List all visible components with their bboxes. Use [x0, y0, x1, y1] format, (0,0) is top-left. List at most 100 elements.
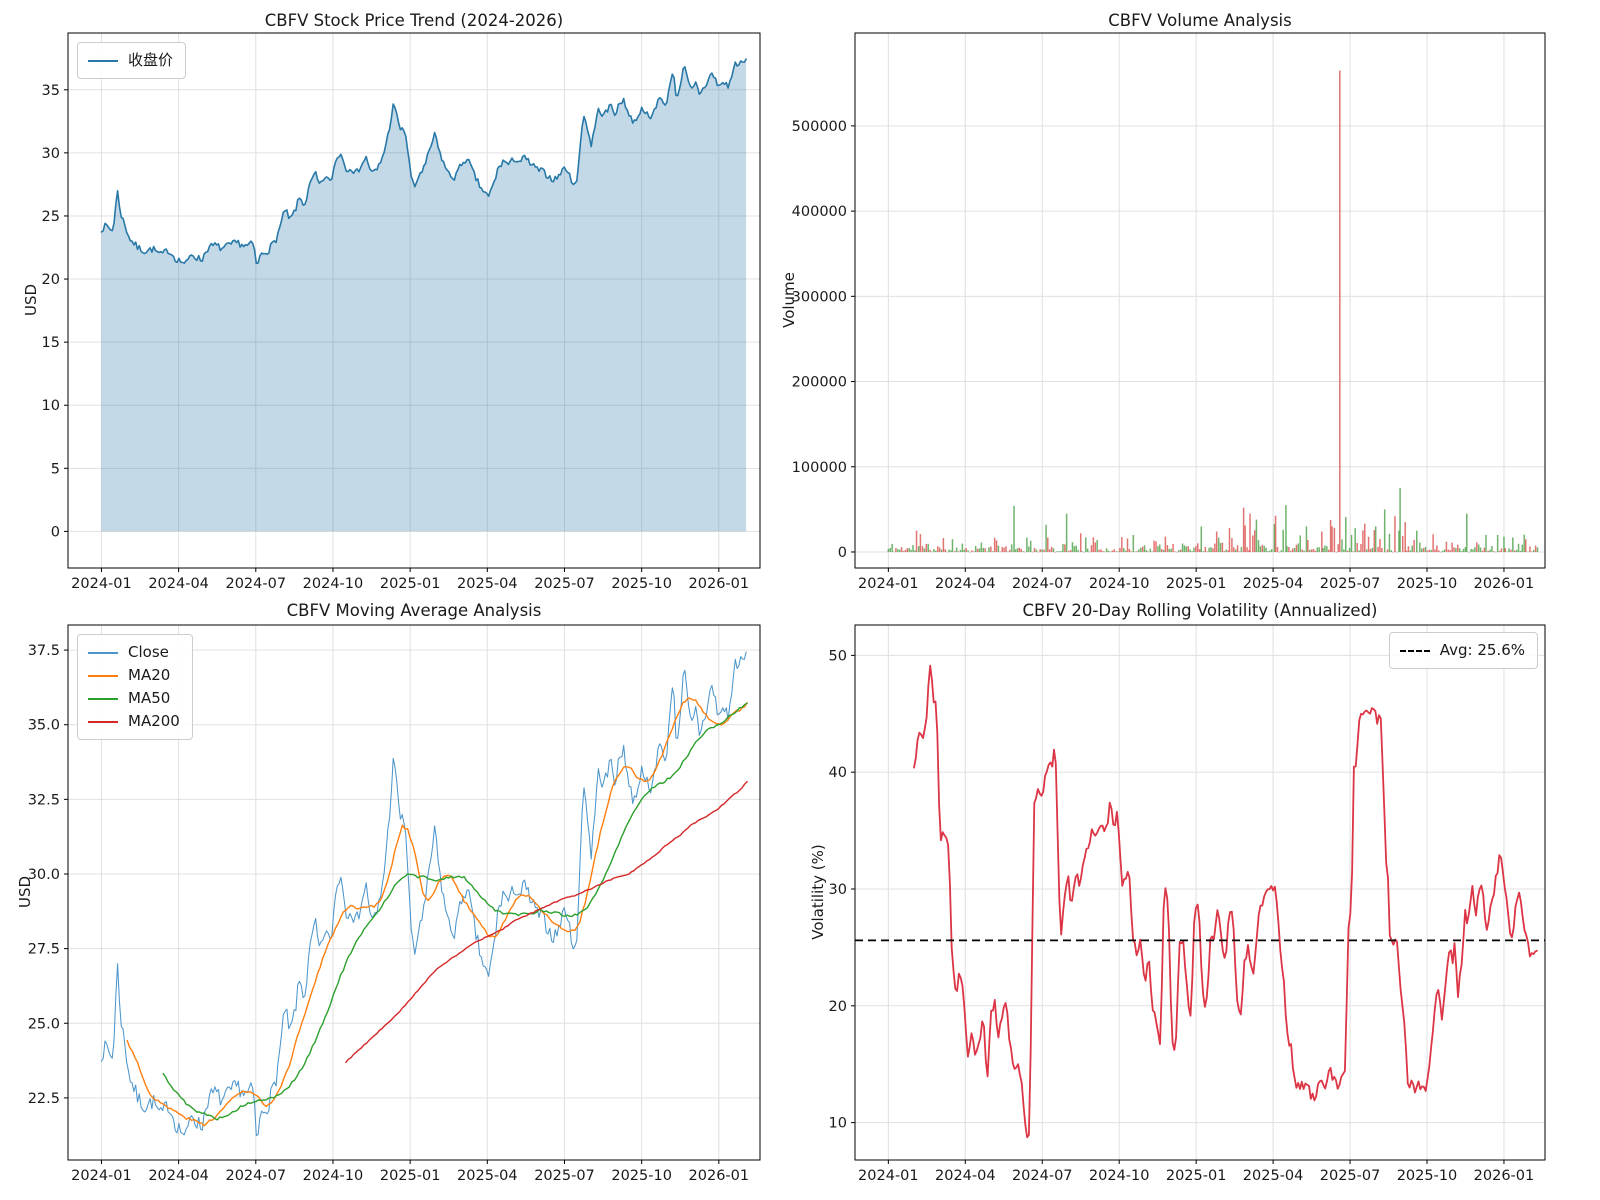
volatility-legend: Avg: 25.6%: [1388, 632, 1538, 669]
volume-bar: [1314, 550, 1317, 552]
volume-bar: [957, 551, 960, 552]
volume-bar: [1005, 546, 1007, 552]
volume-bar: [980, 542, 983, 552]
volume-bar: [1225, 549, 1227, 552]
volume-bar: [1308, 549, 1311, 552]
volume-bar: [914, 550, 916, 552]
volume-bar: [1273, 523, 1276, 552]
volume-bar: [1278, 551, 1281, 553]
x-tick-label: 2024-10: [303, 1168, 364, 1184]
axes-spines: [854, 32, 1546, 569]
volume-bar: [1141, 546, 1144, 552]
volume-bar: [1195, 546, 1197, 552]
ma-chart-title: CBFV Moving Average Analysis: [286, 601, 542, 620]
y-tick-label: 30: [42, 146, 60, 162]
volume-bar: [942, 538, 945, 552]
volume-bar: [1054, 551, 1057, 553]
volume-bar: [1495, 551, 1497, 553]
legend-entry: MA200: [88, 710, 180, 733]
volume-bar: [1474, 547, 1476, 552]
volume-bar: [990, 546, 992, 552]
volume-bar: [1248, 550, 1250, 552]
volume-bar: [1062, 544, 1064, 552]
volume-bar: [1217, 537, 1220, 552]
volume-bar: [1263, 545, 1265, 552]
volume-bar: [1136, 551, 1138, 552]
volume-bar: [1374, 526, 1377, 552]
volume-bar: [1085, 537, 1087, 552]
volume-bar: [1282, 529, 1284, 552]
volume-bar: [1077, 549, 1079, 552]
volume-bar: [1345, 517, 1347, 552]
volume-bar: [1219, 542, 1222, 552]
volume-bar: [1126, 538, 1129, 552]
volume-bar: [1519, 550, 1522, 552]
x-tick-label: 2024-01: [71, 576, 132, 592]
volume-bar: [1073, 546, 1076, 552]
volume-bar: [1170, 548, 1172, 552]
volume-bar: [919, 534, 922, 552]
volume-bar: [1240, 546, 1243, 552]
volume-bar: [1383, 509, 1386, 552]
volume-bar: [1529, 546, 1531, 552]
volume-bar: [1436, 545, 1438, 552]
x-tick-label: 2024-04: [935, 576, 996, 592]
volume-bar: [1487, 550, 1489, 552]
volume-bar: [887, 548, 890, 552]
volume-bar: [1189, 549, 1191, 552]
volume-bar: [1439, 551, 1442, 553]
volume-bar: [1196, 543, 1199, 552]
y-tick-label: 500000: [792, 119, 847, 135]
volume-bar: [1193, 547, 1195, 552]
volume-bar: [1472, 549, 1474, 552]
y-tick-label: 400000: [792, 204, 847, 220]
volume-bar: [1396, 551, 1398, 553]
volume-bar: [935, 550, 937, 552]
volume-bar: [984, 548, 986, 552]
volume-bar: [1179, 549, 1182, 552]
x-tick-label: 2025-01: [380, 576, 441, 592]
volume-bar: [1343, 549, 1345, 552]
y-tick-label: 37.5: [28, 643, 60, 659]
volume-bar: [1160, 549, 1163, 552]
volume-bar: [902, 551, 905, 552]
volume-bar: [1204, 547, 1207, 552]
MA50-line: [162, 702, 748, 1121]
volume-bar: [910, 549, 912, 552]
y-tick-label: 30: [829, 882, 847, 898]
volume-bar: [988, 547, 990, 552]
volume-bar: [893, 551, 895, 553]
volume-bar: [965, 548, 967, 552]
volume-bar: [1020, 548, 1022, 552]
volume-bar: [1214, 543, 1216, 552]
volume-bar: [1033, 547, 1036, 552]
volume-bar: [969, 551, 971, 553]
volume-bar: [1238, 551, 1241, 553]
volume-bar: [908, 548, 910, 552]
volatility-ylabel: Volatility (%): [809, 844, 827, 940]
volume-bar: [1348, 548, 1351, 552]
volume-bar: [1079, 533, 1082, 552]
volume-bar: [1276, 546, 1279, 552]
volume-bar: [1441, 550, 1444, 552]
volume-bar: [1447, 549, 1450, 552]
volume-bar: [936, 546, 939, 552]
volume-bar: [1164, 536, 1167, 552]
volume-bar: [1356, 542, 1358, 552]
volume-bar: [1510, 549, 1512, 552]
volume-bar: [1107, 550, 1110, 552]
volume-bar: [1083, 551, 1085, 553]
volume-bar: [1147, 551, 1150, 553]
volume-bar: [927, 543, 929, 552]
volume-bar: [1470, 548, 1472, 552]
volume-bar: [917, 546, 920, 552]
volume-bar: [1513, 550, 1516, 552]
volume-bar: [1460, 551, 1463, 552]
volume-bar: [1100, 549, 1102, 552]
volume-bar: [1244, 525, 1246, 552]
volume-bar: [1018, 547, 1021, 552]
x-tick-label: 2024-04: [148, 1168, 209, 1184]
volume-bar: [1371, 547, 1374, 552]
volume-bar: [1365, 549, 1368, 552]
